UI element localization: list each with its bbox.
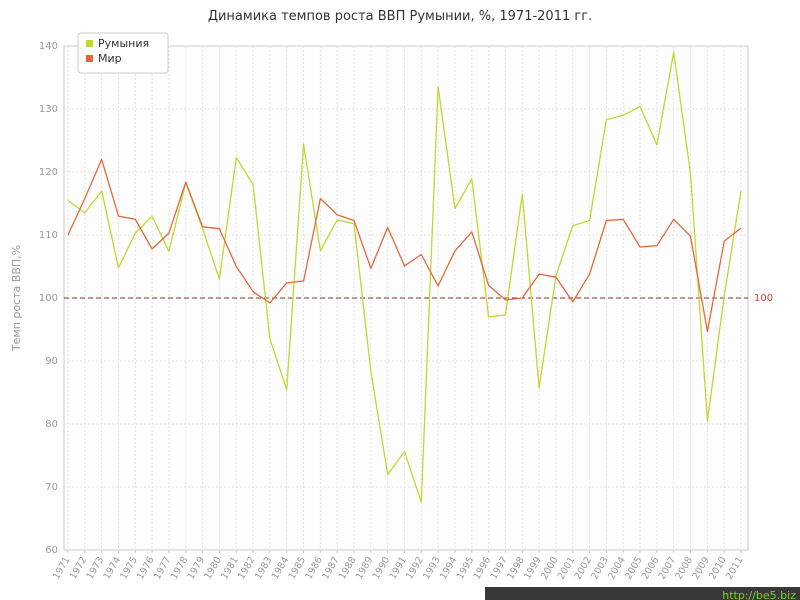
legend-swatch-Мир bbox=[86, 55, 93, 62]
reference-line-label: 100 bbox=[754, 293, 773, 304]
y-tick-label: 70 bbox=[45, 482, 58, 493]
legend-box bbox=[77, 32, 169, 74]
legend-swatch-Румыния bbox=[86, 40, 93, 47]
series-line-Румыния bbox=[67, 51, 742, 503]
y-axis-title: Темп роста ВВП,% bbox=[10, 245, 23, 352]
legend-label-Мир: Мир bbox=[98, 52, 122, 65]
y-tick-label: 140 bbox=[39, 41, 58, 52]
legend-label-Румыния: Румыния bbox=[98, 37, 149, 50]
x-tick-label: 2011 bbox=[724, 555, 746, 581]
y-tick-label: 120 bbox=[39, 167, 58, 178]
watermark-link[interactable]: http://be5.biz bbox=[722, 589, 796, 600]
y-tick-label: 60 bbox=[45, 545, 58, 556]
chart-title: Динамика темпов роста ВВП Румынии, %, 19… bbox=[207, 9, 593, 24]
y-tick-label: 90 bbox=[45, 356, 58, 367]
y-tick-label: 100 bbox=[39, 293, 58, 304]
y-tick-label: 130 bbox=[39, 104, 58, 115]
y-tick-label: 80 bbox=[45, 419, 58, 430]
watermark-bar: http://be5.biz bbox=[485, 587, 800, 600]
series-line-Мир bbox=[67, 158, 742, 333]
y-tick-label: 110 bbox=[39, 230, 58, 241]
